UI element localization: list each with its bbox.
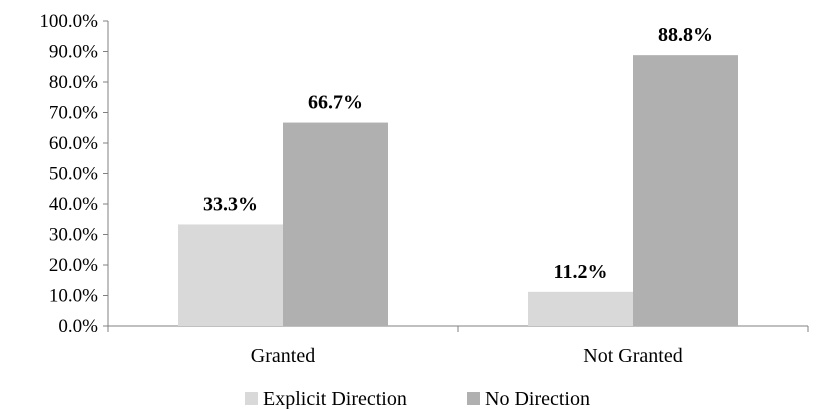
bar <box>283 122 388 326</box>
y-tick-label: 100.0% <box>39 11 98 32</box>
y-tick-label: 70.0% <box>49 103 98 124</box>
x-category-label: Granted <box>251 345 315 367</box>
y-axis: 0.0% 10.0% 20.0% 30.0% 40.0% 50.0% 60.0% 70.0% 8… <box>39 11 109 337</box>
y-tick-label: 20.0% <box>49 255 98 276</box>
y-tick-label: 50.0% <box>49 164 98 185</box>
legend-swatch <box>467 392 480 405</box>
legend-label: No Direction <box>485 388 590 409</box>
legend-swatch <box>245 392 258 405</box>
y-tick-label: 40.0% <box>49 194 98 215</box>
y-tick-label: 10.0% <box>49 286 98 307</box>
bars <box>178 55 738 326</box>
data-label: 11.2% <box>554 261 608 283</box>
bar <box>178 224 283 326</box>
legend-label: Explicit Direction <box>263 388 407 409</box>
y-tick-label: 30.0% <box>49 225 98 246</box>
y-tick-label: 60.0% <box>49 133 98 154</box>
legend: Explicit Direction No Direction <box>245 388 590 409</box>
data-label: 88.8% <box>658 24 713 46</box>
x-category-label: Not Granted <box>583 345 682 367</box>
y-tick-label: 80.0% <box>49 72 98 93</box>
x-axis: Granted Not Granted <box>107 325 809 367</box>
data-label: 33.3% <box>203 193 258 215</box>
bar <box>633 55 738 326</box>
data-label: 66.7% <box>308 92 363 114</box>
y-tick-label: 90.0% <box>49 42 98 63</box>
data-labels: 33.3% 66.7% 11.2% 88.8% <box>203 24 713 283</box>
y-tick-label: 0.0% <box>58 316 98 337</box>
bar <box>528 291 633 326</box>
